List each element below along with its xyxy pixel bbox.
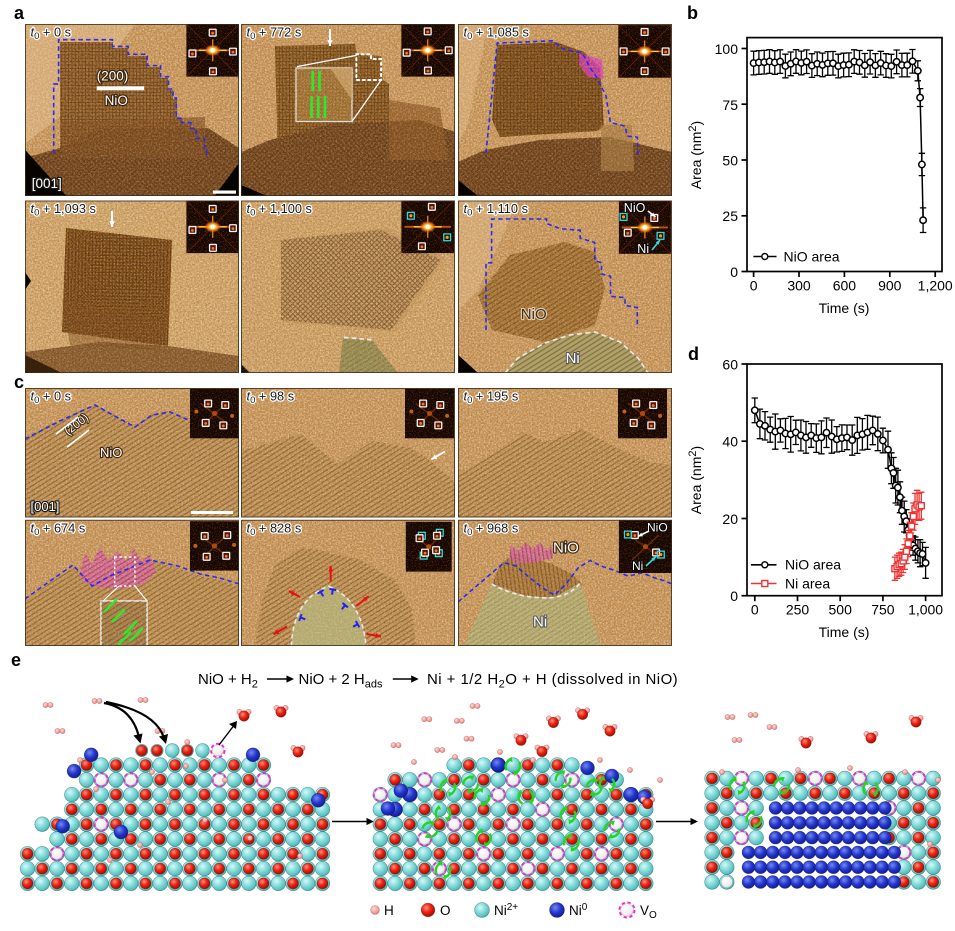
svg-text:250: 250 <box>786 602 810 618</box>
svg-text:d: d <box>688 344 699 364</box>
svg-text:300: 300 <box>787 278 811 294</box>
svg-text:t0 + 1,093 s: t0 + 1,093 s <box>31 201 96 219</box>
svg-text:500: 500 <box>829 602 853 618</box>
svg-text:750: 750 <box>871 602 895 618</box>
svg-text:Ni: Ni <box>533 614 547 631</box>
svg-text:[001]: [001] <box>32 176 62 191</box>
svg-text:40: 40 <box>722 434 738 450</box>
svg-text:t0 + 0 s: t0 + 0 s <box>31 25 72 43</box>
svg-text:25: 25 <box>722 208 738 224</box>
svg-text:20: 20 <box>722 511 738 527</box>
svg-text:t0 + 1,100 s: t0 + 1,100 s <box>247 201 312 219</box>
svg-text:Time (s): Time (s) <box>819 624 870 640</box>
svg-text:50: 50 <box>722 153 738 169</box>
svg-text:NiO area: NiO area <box>785 557 841 573</box>
svg-text:O: O <box>440 903 451 918</box>
svg-text:0: 0 <box>751 602 759 618</box>
svg-text:e: e <box>11 650 21 670</box>
svg-text:NiO: NiO <box>624 201 646 215</box>
svg-text:0: 0 <box>730 588 738 604</box>
svg-text:0: 0 <box>730 264 738 280</box>
svg-text:Ni + 1/2 H2O + H (dissolved in: Ni + 1/2 H2O + H (dissolved in NiO) <box>427 671 678 691</box>
svg-text:NiO + H2: NiO + H2 <box>198 671 258 691</box>
svg-text:1,000: 1,000 <box>908 602 943 618</box>
svg-text:NiO area: NiO area <box>784 248 840 264</box>
svg-text:H: H <box>384 903 394 918</box>
svg-text:t0 + 772 s: t0 + 772 s <box>247 25 302 43</box>
svg-text:a: a <box>14 3 25 23</box>
svg-text:900: 900 <box>878 278 902 294</box>
svg-text:t0 + 1,085 s: t0 + 1,085 s <box>464 25 529 43</box>
svg-text:1,200: 1,200 <box>918 278 953 294</box>
svg-text:(200): (200) <box>97 69 129 84</box>
svg-text:Time (s): Time (s) <box>819 300 870 316</box>
svg-text:NiO: NiO <box>647 521 668 535</box>
svg-text:NiO + 2 Hads: NiO + 2 Hads <box>299 671 384 691</box>
svg-text:t0 + 674 s: t0 + 674 s <box>31 521 86 539</box>
svg-text:NiO: NiO <box>521 306 547 323</box>
svg-text:t0 + 98 s: t0 + 98 s <box>247 389 295 407</box>
svg-text:60: 60 <box>722 357 738 373</box>
svg-text:b: b <box>687 3 698 23</box>
svg-text:NiO: NiO <box>100 445 122 460</box>
svg-text:NiO: NiO <box>105 93 128 108</box>
svg-text:t0 + 1,110 s: t0 + 1,110 s <box>464 201 528 219</box>
svg-text:Ni: Ni <box>632 559 643 573</box>
svg-text:600: 600 <box>833 278 857 294</box>
svg-text:[001]: [001] <box>31 499 60 514</box>
svg-text:0: 0 <box>750 278 758 294</box>
svg-text:Area (nm2): Area (nm2) <box>687 446 704 514</box>
svg-text:t0 + 828 s: t0 + 828 s <box>247 521 302 539</box>
svg-text:Area (nm2): Area (nm2) <box>687 121 704 189</box>
svg-text:Ni area: Ni area <box>785 575 830 591</box>
svg-text:Ni: Ni <box>566 350 580 367</box>
svg-text:t0 + 195 s: t0 + 195 s <box>464 389 519 407</box>
svg-text:t0 + 0 s: t0 + 0 s <box>31 389 72 407</box>
svg-text:c: c <box>14 372 24 392</box>
svg-text:t0 + 968 s: t0 + 968 s <box>464 521 519 539</box>
svg-text:100: 100 <box>715 41 739 57</box>
svg-text:NiO: NiO <box>553 540 579 557</box>
svg-text:75: 75 <box>722 97 738 113</box>
svg-text:Ni: Ni <box>637 242 649 256</box>
